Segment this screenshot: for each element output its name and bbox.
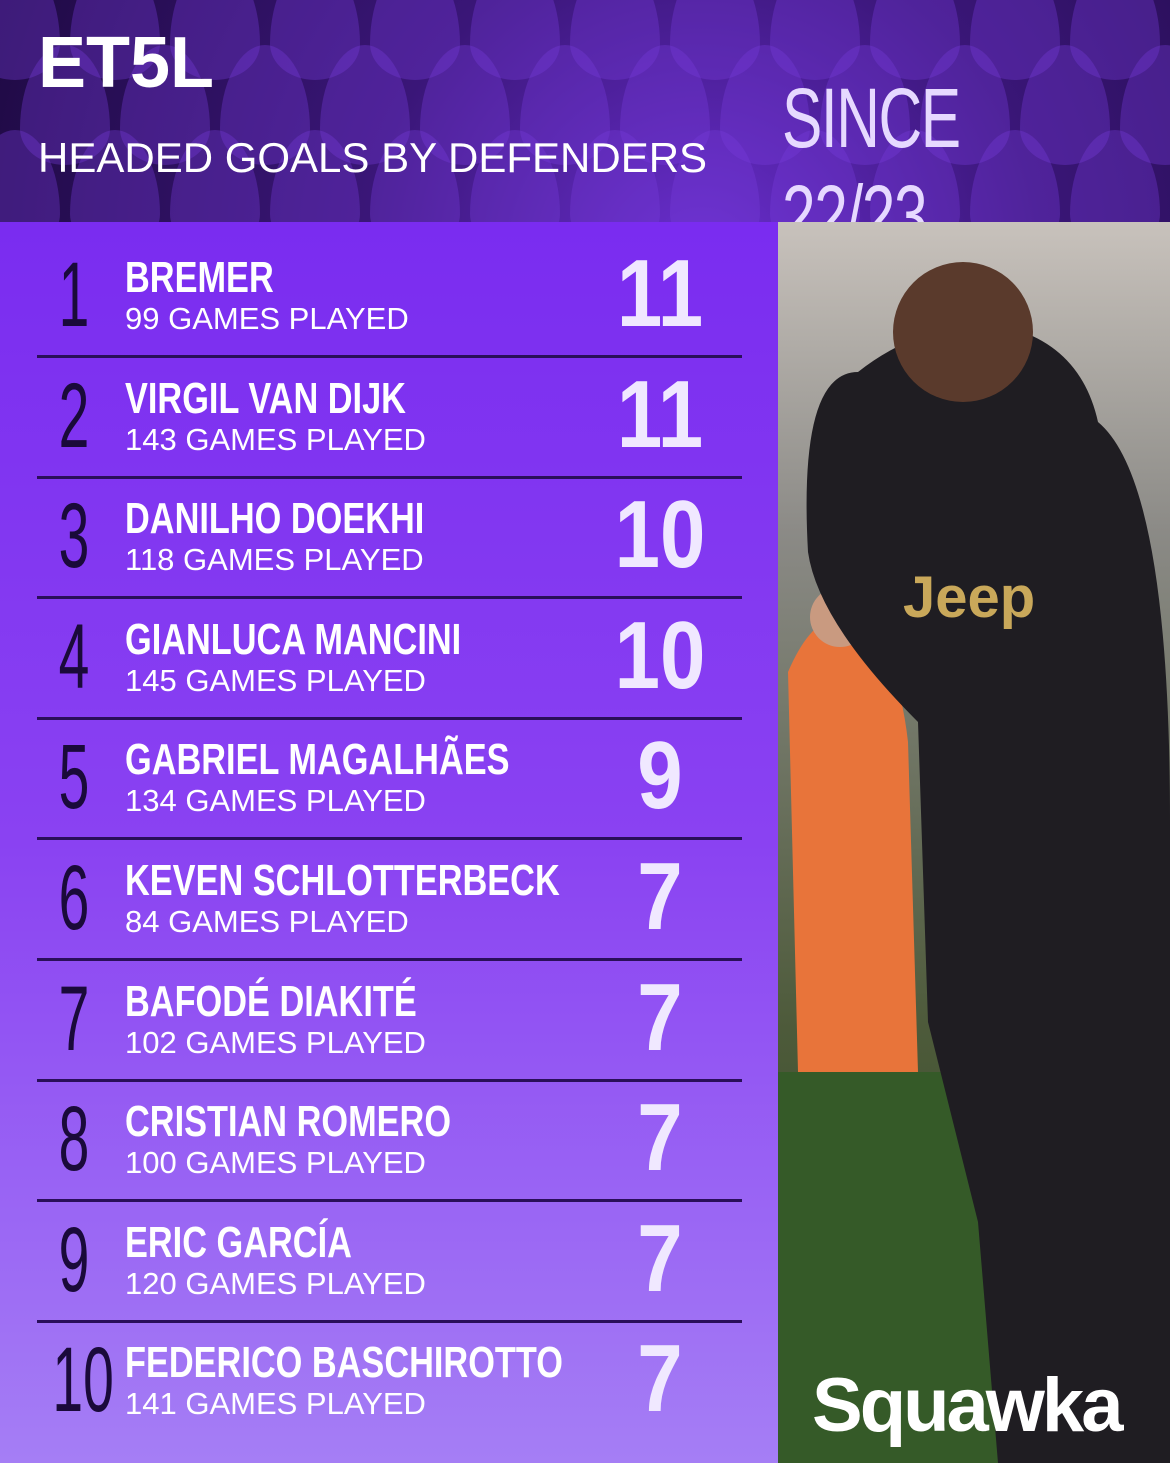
ranking-row: 9 ERIC GARCÍA 120 GAMES PLAYED 7: [0, 1200, 778, 1320]
photo-illustration: Jeep: [778, 262, 1170, 1463]
pattern-shape: [170, 0, 260, 80]
ranking-row: 10 FEDERICO BASCHIROTTO 141 GAMES PLAYED 7: [0, 1320, 778, 1440]
games-played: 141 GAMES PLAYED: [125, 1386, 426, 1422]
headed-goals: 7: [637, 1204, 683, 1312]
player-head: [893, 262, 1033, 402]
rank: 10: [52, 1329, 114, 1432]
title: ET5L: [38, 23, 215, 103]
row-separator: [37, 475, 742, 479]
pattern-shape: [70, 0, 160, 80]
pattern-shape: [1070, 0, 1160, 80]
player-body: [806, 322, 1170, 1463]
period: SINCE 22/23: [782, 71, 961, 222]
pattern-shape: [970, 0, 1060, 80]
games-played: 102 GAMES PLAYED: [125, 1024, 426, 1060]
ranking-row: 2 VIRGIL VAN DIJK 143 GAMES PLAYED 11: [0, 356, 778, 476]
pattern-shape: [570, 0, 660, 80]
headed-goals: 10: [614, 481, 706, 589]
player-name: KEVEN SCHLOTTERBECK: [125, 856, 560, 905]
player-name: VIRGIL VAN DIJK: [125, 373, 406, 423]
headed-goals: 10: [614, 601, 706, 709]
pattern-shape: [870, 0, 960, 80]
games-played: 84 GAMES PLAYED: [125, 904, 409, 939]
row-separator: [37, 716, 742, 720]
player-name: FEDERICO BASCHIROTTO: [125, 1338, 563, 1388]
games-played: 118 GAMES PLAYED: [125, 542, 424, 578]
rank: 9: [58, 1208, 90, 1311]
row-separator: [37, 1078, 742, 1082]
ranking-row: 5 GABRIEL MAGALHÃES 134 GAMES PLAYED 9: [0, 717, 778, 837]
header: ET5L HEADED GOALS BY DEFENDERS SINCE 22/…: [0, 0, 1170, 222]
headed-goals: 11: [616, 240, 704, 347]
headed-goals: 7: [637, 1084, 683, 1192]
games-played: 134 GAMES PLAYED: [125, 783, 426, 819]
shirt-sponsor: Jeep: [903, 565, 1035, 630]
pattern-shape: [370, 0, 460, 80]
goalkeeper: [788, 617, 918, 1072]
player-name: ERIC GARCÍA: [125, 1217, 352, 1267]
games-played: 100 GAMES PLAYED: [125, 1145, 426, 1181]
row-separator: [37, 958, 742, 961]
player-name: GIANLUCA MANCINI: [125, 614, 462, 664]
headed-goals: 7: [637, 963, 683, 1071]
ranking-row: 4 GIANLUCA MANCINI 145 GAMES PLAYED 10: [0, 597, 778, 717]
row-separator: [37, 355, 742, 358]
ranking-row: 6 KEVEN SCHLOTTERBECK 84 GAMES PLAYED 7: [0, 838, 778, 958]
player-name: BREMER: [125, 253, 274, 302]
pattern-shape: [670, 0, 760, 80]
games-played: 99 GAMES PLAYED: [125, 301, 409, 336]
player-name: CRISTIAN ROMERO: [125, 1097, 452, 1147]
ranking-row: 8 CRISTIAN ROMERO 100 GAMES PLAYED 7: [0, 1079, 778, 1199]
row-separator: [37, 1199, 742, 1203]
rank: 4: [58, 605, 90, 708]
player-photo: Jeep: [778, 222, 1170, 1463]
headed-goals: 9: [637, 722, 683, 830]
brand-logo: Squawka: [812, 1363, 1123, 1448]
row-separator: [37, 837, 742, 841]
games-played: 143 GAMES PLAYED: [125, 421, 426, 457]
pattern-shape: [770, 0, 860, 80]
games-played: 145 GAMES PLAYED: [125, 662, 426, 698]
rank: 5: [58, 726, 90, 829]
rank: 1: [58, 244, 90, 346]
subtitle: HEADED GOALS BY DEFENDERS: [38, 134, 708, 181]
ranking-row: 3 DANILHO DOEKHI 118 GAMES PLAYED 10: [0, 476, 778, 596]
player-name: DANILHO DOEKHI: [125, 494, 425, 544]
rank: 3: [58, 485, 90, 588]
rank: 8: [58, 1088, 90, 1191]
ranking-row: 1 BREMER 99 GAMES PLAYED 11: [0, 235, 778, 355]
headed-goals: 7: [637, 843, 683, 950]
games-played: 120 GAMES PLAYED: [125, 1265, 426, 1301]
headed-goals: 7: [637, 1325, 683, 1433]
row-separator: [37, 1319, 742, 1323]
player-name: GABRIEL MAGALHÃES: [125, 735, 510, 785]
player-name: BAFODÉ DIAKITÉ: [125, 976, 417, 1026]
ranking-list: 1 BREMER 99 GAMES PLAYED 11 2 VIRGIL VAN DIJK…: [0, 222, 778, 1463]
rank: 7: [58, 967, 90, 1070]
pattern-shape: [270, 0, 360, 80]
pattern-shape: [470, 0, 560, 80]
row-separator: [37, 596, 742, 600]
rank: 2: [58, 364, 90, 467]
ranking-row: 7 BAFODÉ DIAKITÉ 102 GAMES PLAYED 7: [0, 959, 778, 1079]
headed-goals: 11: [616, 360, 704, 468]
rank: 6: [58, 847, 90, 949]
